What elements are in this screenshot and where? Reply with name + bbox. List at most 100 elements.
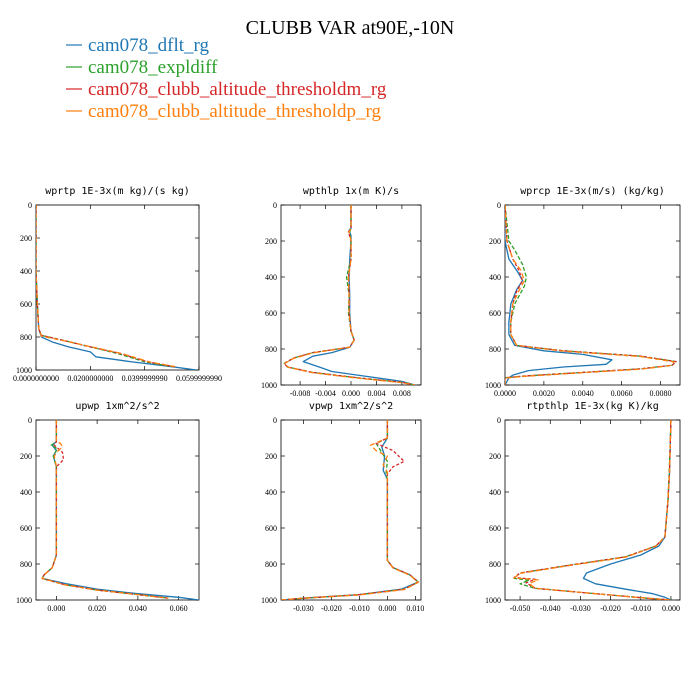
x-tick-label: 0.0000 [494,389,516,398]
x-tick-label: 0.000 [378,604,396,613]
y-tick-label: 200 [20,234,32,243]
series-line [36,205,178,368]
x-tick-label: 0.0599999990 [176,374,222,383]
series-line [36,205,197,370]
y-tick-label: 0 [273,201,277,210]
x-tick-label: 0.040 [129,604,147,613]
plot-panels: wprtp 1E-3x(m kg)/(s kg) 0 200 400 600 800 100… [13,186,681,613]
x-tick-label: 0.0060 [611,389,633,398]
legend-entry: cam078_clubb_altitude_thresholdm_rg [66,79,387,100]
series-group [513,420,672,600]
x-tick-label: -0.020 [321,604,342,613]
x-tick-label: 0.0200000000 [67,374,113,383]
x-tick-label: -0.030 [570,604,591,613]
panel-title: vpwp 1xm^2/s^2 [309,401,393,412]
y-tick-label: 400 [489,488,501,497]
legend-label: cam078_dflt_rg [88,35,210,56]
y-tick-label: 600 [265,309,277,318]
y-tick-label: 1000 [16,596,32,605]
x-tick-label: 0.0399999990 [122,374,168,383]
plot-panel: wpthlp 1x(m K)/s 0 200 400 600 800 1000 -0.008-… [261,186,422,398]
series-group [505,205,677,385]
x-tick-label: 0.000 [662,604,680,613]
series-line [281,420,419,600]
y-tick-label: 1000 [485,596,501,605]
y-tick-label: 800 [20,560,32,569]
plot-panel: wprtp 1E-3x(m kg)/(s kg) 0 200 400 600 800 100… [13,186,222,383]
x-tick-label: -0.008 [290,389,311,398]
x-tick-label: -0.040 [540,604,561,613]
x-tick-label: 0.010 [406,604,424,613]
x-tick-label: -0.010 [630,604,651,613]
y-tick-label: 200 [20,452,32,461]
panel-frame [35,419,200,601]
y-tick-label: 400 [265,488,277,497]
series-line [513,420,672,600]
x-tick-label: 0.060 [170,604,188,613]
y-tick-label: 600 [20,300,32,309]
x-tick-label: -0.010 [349,604,370,613]
y-tick-label: 600 [20,524,32,533]
series-line [283,205,415,385]
y-tick-label: 200 [265,237,277,246]
legend-label: cam078_clubb_altitude_thresholdp_rg [88,101,382,122]
x-tick-label: 0.000 [342,389,360,398]
x-tick-label: 0.020 [88,604,106,613]
x-tick-label: 0.0080 [650,389,672,398]
plot-panel: upwp 1xm^2/s^2 0 200 400 600 800 1000 0.000 0.02… [16,401,200,613]
series-group [283,205,415,385]
plot-panel: rtpthlp 1E-3x(kg K)/kg02004006008001000-… [485,401,681,613]
y-tick-label: 200 [265,452,277,461]
series-line [41,420,169,599]
legend: cam078_dflt_rgcam078_expldiffcam078_club… [66,35,387,122]
x-tick-label: -0.030 [293,604,314,613]
y-tick-label: 400 [20,488,32,497]
y-tick-label: 600 [489,524,501,533]
series-line [302,205,415,385]
panel-title: upwp 1xm^2/s^2 [75,401,159,412]
panel-title: wprcp 1E-3x(m/s) (kg/kg) [520,186,665,197]
legend-entry: cam078_expldiff [66,57,218,78]
series-line [41,420,169,599]
y-tick-label: 800 [265,560,277,569]
series-line [582,420,672,600]
x-tick-label: -0.050 [510,604,531,613]
series-group [281,420,419,600]
panel-title: rtpthlp 1E-3x(kg K)/kg [526,401,658,412]
y-tick-label: 800 [489,560,501,569]
x-tick-label: 0.0040 [572,389,594,398]
figure-title: CLUBB VAR at90E,-10N [246,17,455,39]
panel-frame [504,419,681,601]
legend-label: cam078_expldiff [88,57,218,78]
y-tick-label: 1000 [261,381,277,390]
panel-frame [504,204,681,386]
series-line [281,420,419,600]
y-tick-label: 0 [28,201,32,210]
panel-frame [35,204,200,371]
y-tick-label: 0 [28,416,32,425]
y-tick-label: 1000 [16,366,32,375]
legend-entry: cam078_clubb_altitude_thresholdp_rg [66,101,382,122]
y-tick-label: 200 [489,237,501,246]
y-tick-label: 800 [265,345,277,354]
series-line [36,205,172,368]
y-tick-label: 0 [497,416,501,425]
plot-panel: wprcp 1E-3x(m/s) (kg/kg) 0 200 400 600 800 100… [485,186,681,398]
series-line [505,205,675,385]
series-group [41,420,199,600]
x-tick-label: 0.008 [393,389,411,398]
panel-title: wprtp 1E-3x(m kg)/(s kg) [45,186,190,197]
y-tick-label: 600 [489,309,501,318]
series-group [36,205,197,370]
y-tick-label: 800 [489,345,501,354]
series-line [505,205,613,385]
series-line [41,420,169,599]
y-tick-label: 1000 [485,381,501,390]
series-line [513,420,672,600]
panel-title: wpthlp 1x(m K)/s [303,186,399,197]
x-tick-label: -0.004 [315,389,336,398]
series-line [281,420,419,600]
x-tick-label: 0.0000000000 [13,374,59,383]
y-tick-label: 400 [265,273,277,282]
